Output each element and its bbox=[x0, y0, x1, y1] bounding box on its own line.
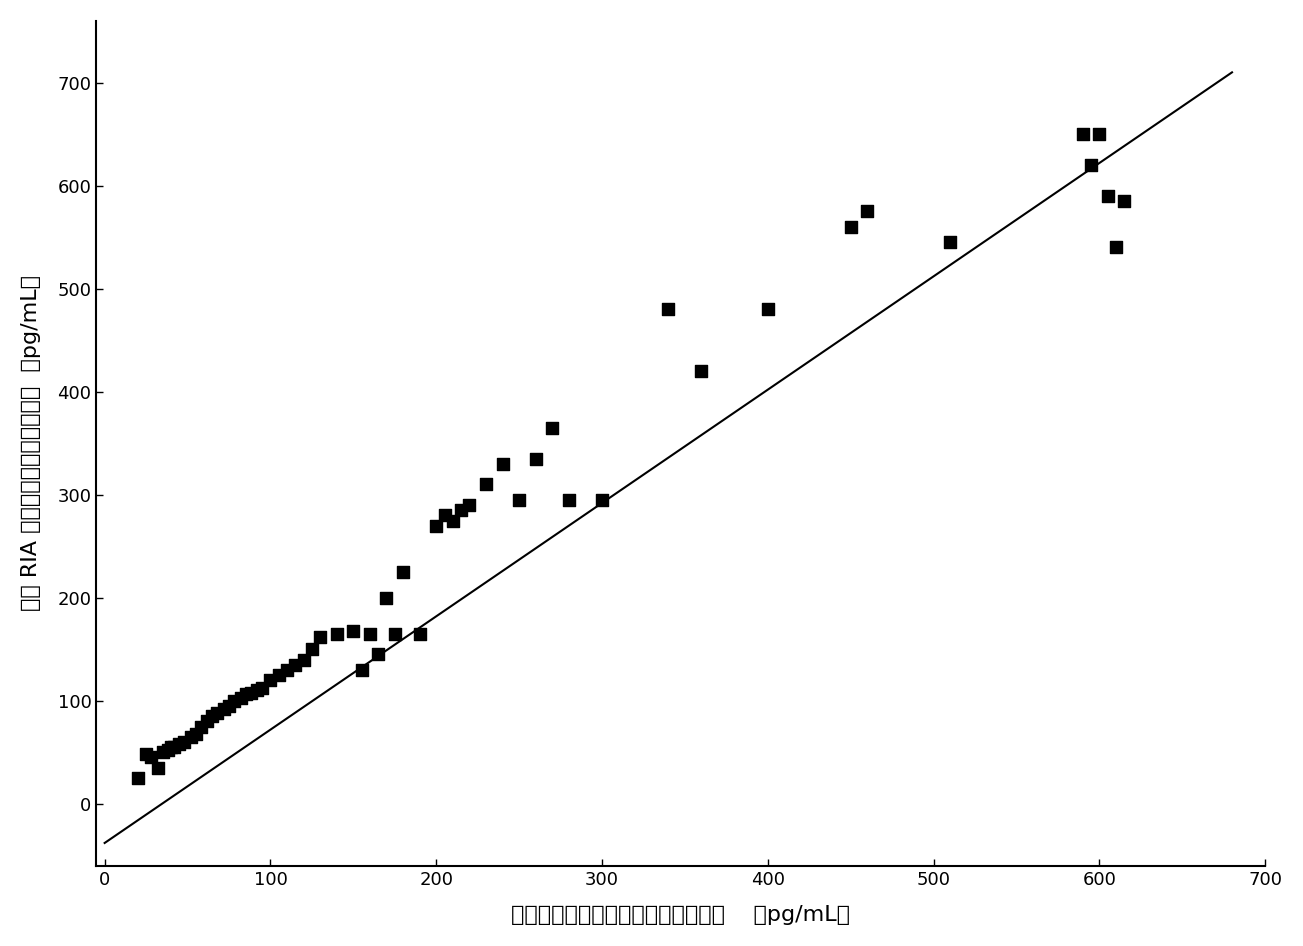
Point bbox=[128, 770, 149, 785]
Point bbox=[202, 709, 223, 724]
Point bbox=[214, 702, 235, 717]
Point bbox=[367, 647, 388, 662]
Point bbox=[377, 590, 397, 605]
X-axis label: 使用本发明试剂盒测得的雌二醇浓度    （pg/mL）: 使用本发明试剂盒测得的雌二醇浓度 （pg/mL） bbox=[511, 905, 851, 925]
Y-axis label: 使用 RIA 试剂盒测得的雌二醇浓度  （pg/mL）: 使用 RIA 试剂盒测得的雌二醇浓度 （pg/mL） bbox=[21, 275, 40, 611]
Point bbox=[173, 734, 194, 749]
Point bbox=[207, 706, 228, 721]
Point bbox=[409, 626, 430, 641]
Point bbox=[169, 737, 190, 752]
Point bbox=[246, 683, 267, 698]
Point bbox=[592, 492, 612, 507]
Point bbox=[185, 727, 206, 742]
Point bbox=[939, 235, 960, 250]
Point bbox=[197, 714, 218, 729]
Point bbox=[158, 743, 179, 758]
Point bbox=[426, 518, 447, 534]
Point bbox=[1097, 188, 1118, 203]
Point bbox=[1080, 157, 1101, 172]
Point bbox=[152, 745, 173, 760]
Point bbox=[559, 492, 580, 507]
Point bbox=[1089, 127, 1110, 142]
Point bbox=[276, 662, 297, 677]
Point bbox=[164, 740, 185, 755]
Point bbox=[508, 492, 529, 507]
Point bbox=[310, 629, 331, 644]
Point bbox=[160, 740, 181, 755]
Point bbox=[285, 657, 306, 673]
Point bbox=[343, 623, 364, 639]
Point bbox=[293, 652, 314, 667]
Point bbox=[658, 302, 679, 317]
Point bbox=[384, 626, 405, 641]
Point bbox=[493, 456, 513, 471]
Point bbox=[1114, 194, 1135, 209]
Point bbox=[691, 363, 711, 378]
Point bbox=[261, 673, 281, 688]
Point bbox=[352, 662, 373, 677]
Point bbox=[326, 626, 347, 641]
Point bbox=[360, 626, 380, 641]
Point bbox=[136, 746, 156, 762]
Point bbox=[240, 685, 261, 700]
Point bbox=[147, 761, 168, 776]
Point bbox=[251, 681, 272, 696]
Point bbox=[1072, 127, 1093, 142]
Point bbox=[301, 641, 322, 657]
Point bbox=[392, 565, 413, 580]
Point bbox=[443, 513, 464, 528]
Point bbox=[235, 686, 255, 701]
Point bbox=[268, 668, 289, 683]
Point bbox=[542, 420, 563, 435]
Point bbox=[190, 719, 211, 734]
Point bbox=[840, 219, 861, 235]
Point bbox=[451, 502, 472, 517]
Point bbox=[1105, 240, 1126, 255]
Point bbox=[180, 729, 201, 745]
Point bbox=[231, 691, 251, 706]
Point bbox=[476, 477, 496, 492]
Point bbox=[219, 698, 240, 713]
Point bbox=[434, 508, 455, 523]
Point bbox=[224, 693, 245, 709]
Point bbox=[459, 498, 480, 513]
Point bbox=[757, 302, 778, 317]
Point bbox=[525, 451, 546, 466]
Point bbox=[141, 750, 162, 765]
Point bbox=[857, 203, 878, 219]
